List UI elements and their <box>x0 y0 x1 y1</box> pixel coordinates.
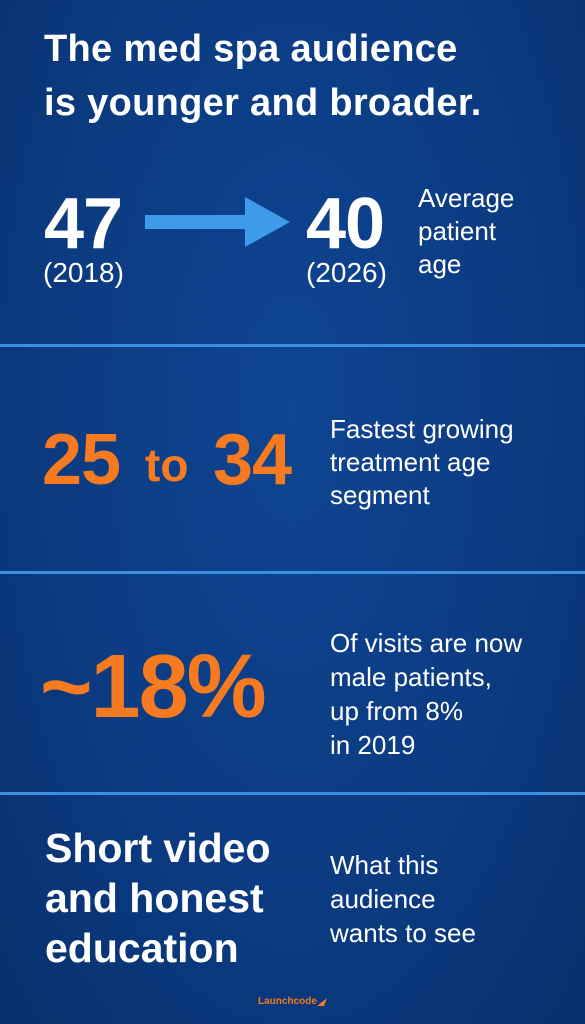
headline: and honest <box>45 875 264 921</box>
age-label: Average <box>418 183 515 213</box>
segment-label: Fastest growing <box>330 414 514 444</box>
segment-end: 34 <box>213 420 292 500</box>
male-share: ~18% <box>40 637 267 737</box>
divider <box>0 792 585 795</box>
headline: education <box>45 925 239 971</box>
male-share-label: male patients, <box>330 662 492 692</box>
segment-label: treatment age <box>330 447 491 477</box>
footer-icon <box>317 998 327 1006</box>
to-age: 40 <box>306 184 385 264</box>
from-age: 47 <box>44 184 123 264</box>
to-year: (2026) <box>306 257 387 288</box>
segment-joiner: to <box>145 439 189 491</box>
divider <box>0 344 585 347</box>
title-line: The med spa audience <box>44 28 458 70</box>
male-share-label: in 2019 <box>330 730 416 760</box>
male-share-label: Of visits are now <box>330 628 523 658</box>
headline: Short video <box>45 825 271 871</box>
content-label: audience <box>330 884 436 914</box>
age-label: age <box>418 249 462 279</box>
title-line: is younger and broader. <box>44 82 482 124</box>
male-share-label: up from 8% <box>330 696 463 726</box>
age-label: patient <box>418 216 497 246</box>
divider <box>0 571 585 574</box>
arrow <box>145 197 290 247</box>
footer-brand: Launchcode <box>258 996 317 1007</box>
segment-start: 25 <box>42 420 121 500</box>
from-year: (2018) <box>43 257 124 288</box>
content-label: What this <box>330 850 439 880</box>
content-label: wants to see <box>330 918 476 948</box>
segment-label: segment <box>330 480 430 510</box>
